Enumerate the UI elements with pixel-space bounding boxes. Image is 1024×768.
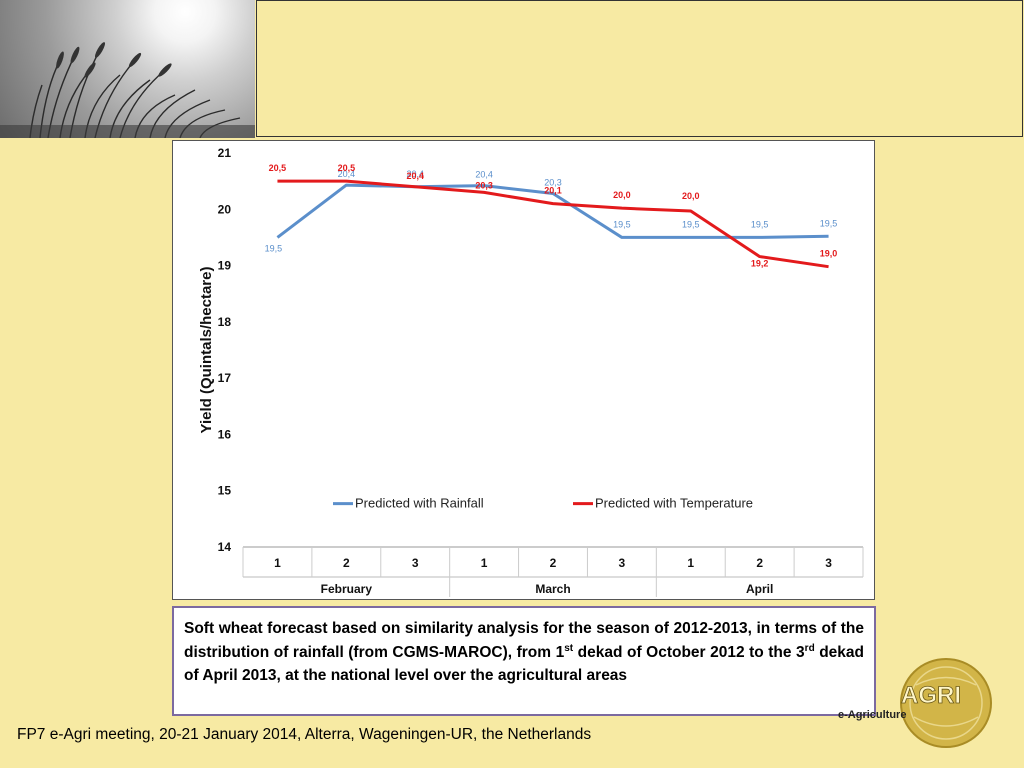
y-tick-label: 19 — [218, 259, 232, 273]
data-label: 20,4 — [338, 169, 356, 179]
x-group-label: April — [746, 582, 773, 596]
data-label: 19,5 — [613, 219, 631, 229]
x-tick-label: 3 — [825, 556, 832, 570]
data-label: 20,3 — [475, 180, 493, 190]
y-tick-label: 18 — [218, 315, 232, 329]
data-label: 19,5 — [820, 218, 838, 228]
y-tick-label: 17 — [218, 371, 232, 385]
header-photo — [0, 0, 255, 138]
caption-text-2: dekad of October 2012 to the 3 — [573, 643, 805, 661]
legend-temperature-label: Predicted with Temperature — [595, 496, 753, 511]
data-label: 20,0 — [682, 191, 700, 201]
y-tick-label: 20 — [218, 202, 232, 216]
x-tick-label: 1 — [481, 556, 488, 570]
eagri-logo: AGRI e-Agriculture — [836, 655, 996, 750]
y-tick-label: 15 — [218, 484, 232, 498]
data-label: 20,4 — [475, 170, 493, 180]
data-label: 19,5 — [751, 219, 769, 229]
data-label: 20,5 — [269, 163, 287, 173]
y-tick-label: 14 — [218, 540, 232, 554]
x-tick-label: 3 — [412, 556, 419, 570]
y-axis-title: Yield (Quintals/hectare) — [198, 267, 215, 434]
x-tick-label: 2 — [756, 556, 763, 570]
series-line-rainfall — [276, 183, 829, 239]
globe-logo-icon: AGRI e-Agriculture — [838, 658, 992, 748]
caption-sup-2: rd — [804, 642, 815, 654]
x-tick-label: 3 — [619, 556, 626, 570]
x-tick-label: 1 — [687, 556, 694, 570]
x-group-label: February — [321, 582, 373, 596]
data-label: 20,0 — [613, 190, 631, 200]
y-tick-label: 21 — [218, 146, 232, 160]
y-tick-label: 16 — [218, 427, 232, 441]
logo-text: AGRI — [901, 682, 961, 709]
x-tick-label: 2 — [343, 556, 350, 570]
caption-sup-1: st — [564, 642, 574, 654]
data-label: 19,5 — [682, 219, 700, 229]
x-tick-label: 1 — [274, 556, 281, 570]
data-label: 20,3 — [544, 178, 562, 188]
title-box — [256, 0, 1023, 137]
data-label: 19,0 — [820, 249, 838, 259]
data-label: 20,4 — [406, 171, 424, 181]
chart-frame: 14 15 16 17 18 19 20 21 Yield (Quintals/hectare)… — [172, 140, 875, 600]
series-line-temperature — [277, 179, 829, 269]
data-label: 19,2 — [751, 259, 769, 269]
data-label: 20,1 — [544, 186, 562, 196]
x-tick-label: 2 — [550, 556, 557, 570]
x-group-label: March — [535, 582, 570, 596]
caption-text-1: Soft wheat forecast based on similarity … — [184, 620, 864, 661]
logo-subtext: e-Agriculture — [838, 709, 906, 721]
data-label: 20,4 — [406, 169, 424, 179]
footer-text: FP7 e-Agri meeting, 20-21 January 2014, … — [17, 726, 592, 743]
chart-caption: Soft wheat forecast based on similarity … — [172, 606, 876, 716]
caption-text-3: dekad of April 2013, at the national lev… — [184, 643, 864, 685]
grass-silhouette — [0, 42, 255, 138]
data-label: 19,5 — [265, 243, 283, 253]
data-label: 20,5 — [338, 163, 356, 173]
legend-rainfall-label: Predicted with Rainfall — [355, 496, 484, 511]
